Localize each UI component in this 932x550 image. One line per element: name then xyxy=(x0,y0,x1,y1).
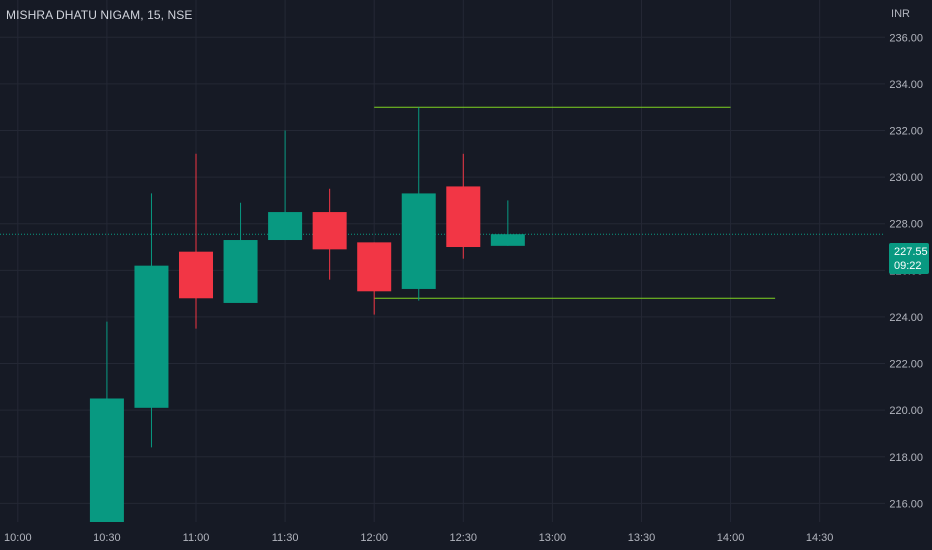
candle-body xyxy=(134,265,169,408)
candle-body xyxy=(89,398,124,522)
candle-body xyxy=(446,186,481,248)
time-tick-label: 12:00 xyxy=(360,532,388,544)
time-tick-label: 10:30 xyxy=(93,532,121,544)
candle xyxy=(134,193,169,448)
bar-countdown: 09:22 xyxy=(894,259,922,272)
price-tick-label: 218.00 xyxy=(889,452,923,464)
time-tick-label: 11:30 xyxy=(272,532,299,544)
candle xyxy=(401,107,436,301)
candle xyxy=(223,202,258,303)
candle-body xyxy=(312,212,347,250)
last-price-value: 227.55 xyxy=(894,245,928,258)
price-tick-label: 230.00 xyxy=(889,172,923,184)
price-tick-label: 224.00 xyxy=(889,312,923,324)
candle-body xyxy=(357,242,392,292)
time-axis[interactable]: 10:00 10:30 11:00 11:30 12:00 12:30 13:00 13:30… xyxy=(4,532,833,544)
price-tick-label: 216.00 xyxy=(889,498,923,510)
grid xyxy=(0,0,885,522)
price-tick-label: 236.00 xyxy=(889,32,923,44)
candle-body xyxy=(401,193,436,289)
candle xyxy=(357,242,392,315)
time-tick-label: 10:00 xyxy=(4,532,32,544)
time-tick-label: 13:00 xyxy=(539,532,567,544)
price-axis[interactable]: 216.00218.00220.00222.00224.00226.00228.… xyxy=(889,32,923,510)
time-tick-label: 12:30 xyxy=(450,532,478,544)
candle xyxy=(312,188,347,280)
price-tick-label: 234.00 xyxy=(889,79,923,91)
symbol-title[interactable]: MISHRA DHATU NIGAM, 15, NSE xyxy=(6,8,193,22)
time-tick-label: 13:30 xyxy=(628,532,656,544)
time-tick-label: 14:30 xyxy=(806,532,834,544)
price-tick-label: 222.00 xyxy=(889,359,923,371)
price-tick-label: 232.00 xyxy=(889,126,923,138)
candle-body xyxy=(179,251,214,299)
time-tick-label: 11:00 xyxy=(183,532,210,544)
currency-label: INR xyxy=(891,8,910,20)
candle xyxy=(490,200,525,246)
price-tick-label: 220.00 xyxy=(889,405,923,417)
candle-body xyxy=(223,240,258,303)
price-tick-label: 228.00 xyxy=(889,219,923,231)
candle-body xyxy=(268,212,303,241)
candle xyxy=(89,321,124,522)
last-price-tag: 227.55 09:22 xyxy=(889,243,929,274)
candle xyxy=(446,153,481,259)
candle-body xyxy=(490,234,525,246)
candle xyxy=(268,130,303,241)
level-lines xyxy=(0,106,885,299)
candle xyxy=(179,153,214,329)
time-tick-label: 14:00 xyxy=(717,532,745,544)
candles xyxy=(89,107,525,522)
